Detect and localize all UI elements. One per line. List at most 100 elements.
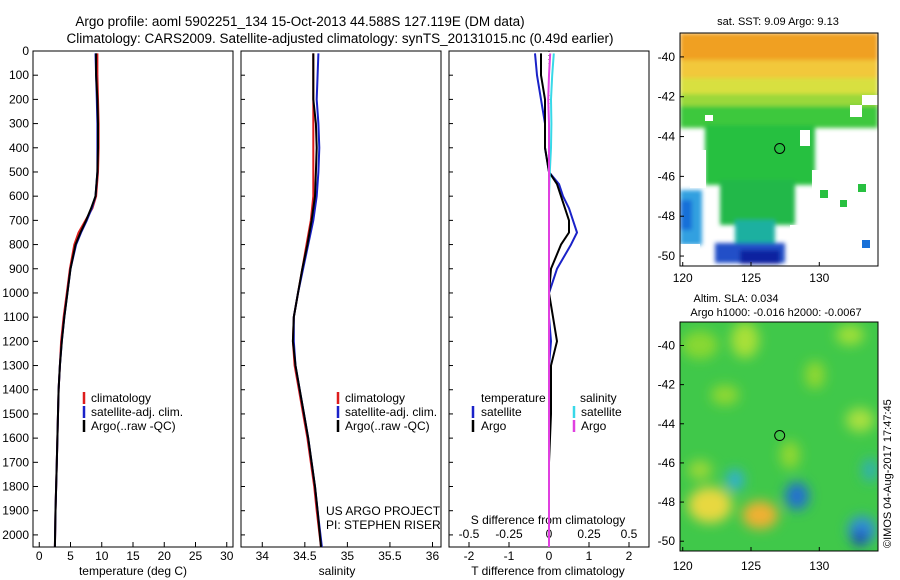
t-difference-tick-label: 1 (586, 549, 593, 563)
lat-tick-label: -50 (658, 249, 676, 263)
imos-timestamp: ©IMOS 04-Aug-2017 17:47:45 (882, 399, 894, 548)
depth-tick-label: 1400 (2, 383, 29, 397)
lon-tick-label: 130 (809, 271, 829, 285)
lat-tick-label: -50 (658, 534, 676, 548)
lat-tick-label: -44 (658, 130, 676, 144)
s-difference-tick-label: 0.5 (621, 527, 638, 541)
temperature-tick-label: 10 (95, 549, 109, 563)
legend-climatology-label: climatology (345, 391, 405, 405)
depth-tick-label: 700 (9, 213, 29, 227)
lon-tick-label: 125 (741, 559, 761, 573)
difference-series-lines (534, 53, 578, 547)
depth-tick-label: 1800 (2, 480, 29, 494)
sla-map-frame (679, 321, 879, 552)
salinity-series-lines (291, 53, 323, 548)
difference-legend: temperature salinity satellite Argo sate… (471, 391, 622, 433)
figure-title-line2: Climatology: CARS2009. Satellite-adjuste… (66, 31, 613, 46)
temperature-tick-label: 0 (36, 549, 43, 563)
salinity-tick-label: 34 (256, 549, 270, 563)
temperature-x-axis: 0 5 10 15 20 25 30 (36, 542, 234, 563)
lon-tick-label: 120 (673, 271, 693, 285)
depth-tick-label: 1100 (3, 310, 29, 324)
temperature-series-lines (53, 53, 100, 548)
lat-tick-label: -48 (658, 495, 676, 509)
depth-tick-label: 1600 (2, 431, 29, 445)
s-difference-tick-label: 0.25 (577, 527, 601, 541)
depth-tick-label: 1000 (2, 286, 29, 300)
series-line-argo-raw-qc- (53, 53, 99, 548)
legend-temperature-heading: temperature (481, 391, 546, 405)
sst-map-title: sat. SST: 9.09 Argo: 9.13 (717, 16, 839, 28)
series-line-temperature-satellite (534, 53, 578, 547)
series-line-temperature-argo (540, 53, 570, 547)
t-difference-axis-label: T difference from climatology (471, 564, 625, 578)
series-line-argo-raw-qc- (291, 53, 322, 548)
sst-map-axes: 120 125 130 -40 -42 -44 -46 -48 -50 (658, 50, 830, 285)
lat-tick-label: -46 (658, 456, 676, 470)
depth-tick-label: 1900 (2, 504, 29, 518)
temperature-tick-label: 30 (220, 549, 234, 563)
series-line-salinity-argo (547, 53, 552, 547)
sst-map-image (680, 33, 878, 266)
depth-tick-label: 0 (22, 44, 29, 58)
depth-tick-label: 200 (9, 92, 29, 106)
salinity-tick-label: 35 (341, 549, 355, 563)
depth-tick-label: 1500 (2, 407, 29, 421)
salinity-tick-label: 35.5 (378, 549, 402, 563)
lat-tick-label: -46 (658, 169, 676, 183)
legend-climatology-label: climatology (91, 391, 151, 405)
sst-argo-position-marker (774, 143, 786, 155)
depth-tick-label: 900 (9, 262, 29, 276)
salinity-axis-label: salinity (319, 564, 356, 578)
lat-tick-label: -44 (658, 417, 676, 431)
lat-tick-label: -40 (658, 338, 676, 352)
depth-tick-label: 800 (9, 238, 29, 252)
salinity-tick-label: 36 (426, 549, 440, 563)
legend-argo-label: Argo(..raw -QC) (345, 419, 430, 433)
sla-argo-heights: Argo h1000: -0.016 h2000: -0.0067 (690, 307, 861, 319)
legend-satellite-label: satellite-adj. clim. (91, 405, 183, 419)
sla-map-axes: 120 125 130 -40 -42 -44 -46 -48 -50 (658, 338, 830, 573)
sla-argo-position-marker (774, 430, 786, 442)
temperature-tick-label: 20 (158, 549, 172, 563)
legend-t-satellite-label: satellite (481, 405, 522, 419)
lon-tick-label: 125 (741, 271, 761, 285)
temperature-tick-label: 5 (67, 549, 74, 563)
sla-map-title: Altim. SLA: 0.034 (694, 293, 779, 305)
pi-credit: PI: STEPHEN RISER (326, 518, 441, 532)
series-line-satellite-adj-clim- (292, 53, 323, 548)
salinity-x-axis: 34 34.5 35 35.5 36 (256, 542, 440, 563)
lat-tick-label: -42 (658, 378, 676, 392)
lat-tick-label: -40 (658, 50, 676, 64)
s-difference-tick-label: -0.5 (459, 527, 480, 541)
lat-tick-label: -42 (658, 90, 676, 104)
salinity-tick-label: 34.5 (293, 549, 317, 563)
legend-s-satellite-label: satellite (581, 405, 622, 419)
depth-tick-label: 1200 (2, 334, 29, 348)
depth-tick-label: 1300 (2, 359, 29, 373)
lat-tick-label: -48 (658, 209, 676, 223)
temperature-panel-frame (32, 50, 234, 548)
legend-t-argo-label: Argo (481, 419, 507, 433)
legend-salinity-heading: salinity (580, 391, 617, 405)
legend-argo-label: Argo(..raw -QC) (91, 419, 176, 433)
depth-tick-label: 100 (9, 68, 29, 82)
salinity-legend: climatology satellite-adj. clim. Argo(..… (336, 391, 437, 433)
depth-tick-label: 600 (9, 189, 29, 203)
s-difference-tick-label: -0.25 (495, 527, 523, 541)
series-line-climatology (53, 53, 100, 548)
depth-tick-label: 400 (9, 141, 29, 155)
sst-map-frame (679, 32, 879, 267)
depth-tick-label: 2000 (2, 528, 29, 542)
sla-map-image (680, 322, 878, 551)
figure-title-line1: Argo profile: aoml 5902251_134 15-Oct-20… (75, 14, 524, 29)
t-difference-tick-label: 0 (546, 549, 553, 563)
project-credit: US ARGO PROJECT (326, 504, 441, 518)
lon-tick-label: 130 (809, 559, 829, 573)
salinity-panel-frame (240, 50, 442, 548)
temperature-tick-label: 25 (189, 549, 203, 563)
lon-tick-label: 120 (673, 559, 693, 573)
temperature-legend: climatology satellite-adj. clim. Argo(..… (82, 391, 183, 433)
t-difference-tick-label: -1 (504, 549, 515, 563)
